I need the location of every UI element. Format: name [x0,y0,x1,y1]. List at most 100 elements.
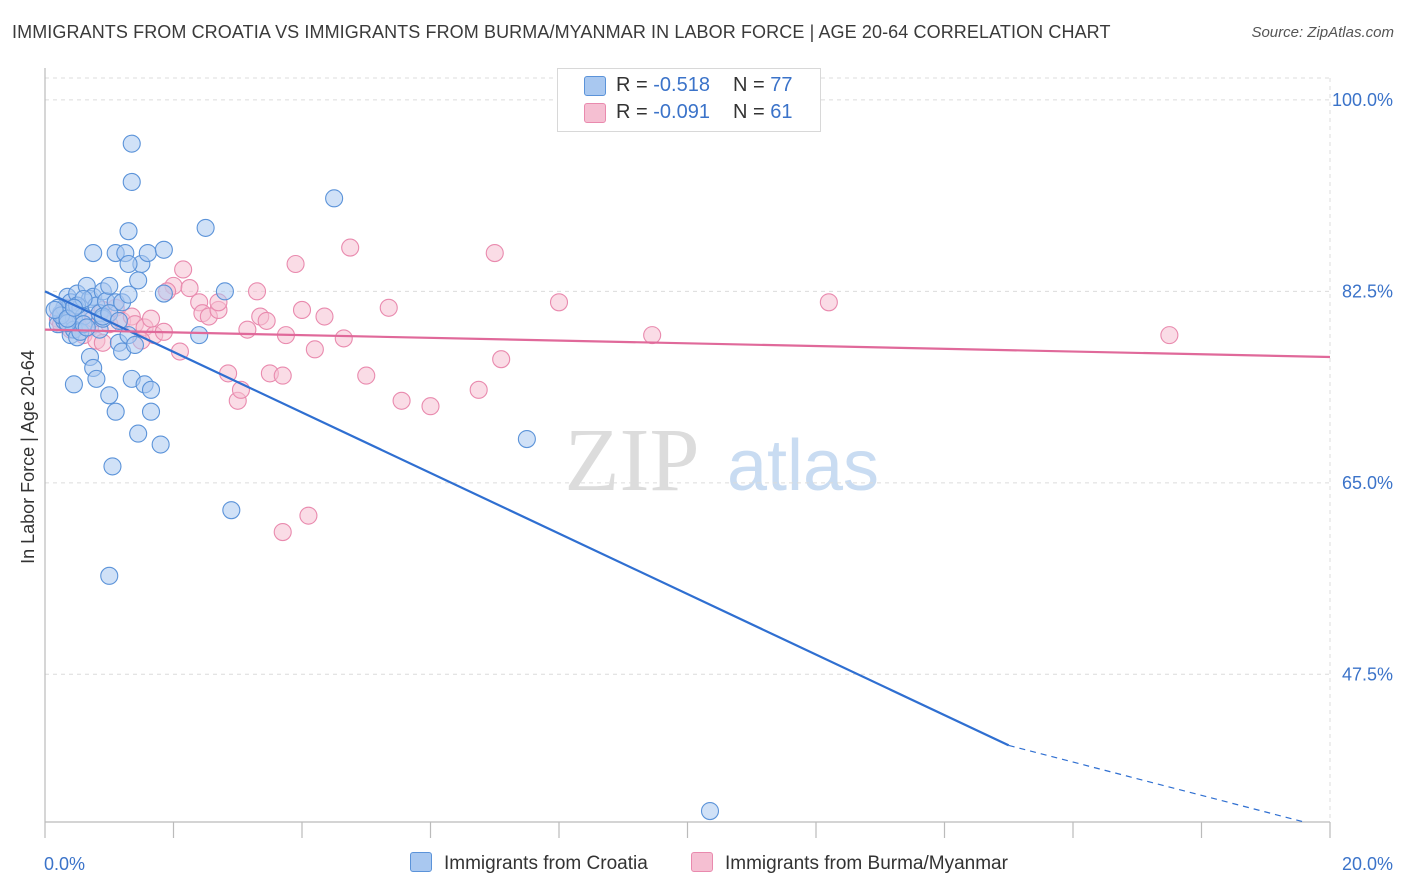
croatia-point [122,172,141,191]
n-stat: N = 61 [733,101,793,124]
data-points [45,134,1179,821]
watermark: ZIP atlas [565,411,880,510]
burma-point [492,350,511,369]
x-tick-label-start: 0.0% [44,854,85,874]
croatia-point [154,240,173,259]
burma-point [305,340,324,359]
croatia-point [125,335,144,355]
croatia-trend-extension [1008,744,1305,823]
croatia-point [190,326,209,345]
n-stat: N = 77 [733,74,793,97]
burma-point [273,366,292,385]
r-stat: R = -0.091 [616,101,710,124]
burma-point [315,307,334,326]
croatia-point [700,802,720,821]
croatia-point [517,430,536,449]
burma-point [379,298,398,317]
croatia-trend-line [44,290,1010,747]
series-legend: Immigrants from Croatia Immigrants from … [0,852,1406,878]
croatia-point [141,380,161,399]
croatia-point [129,424,148,443]
burma-point [357,366,376,385]
croatia-point [154,284,173,303]
legend-item-burma: Immigrants from Burma/Myanmar [691,852,1008,875]
croatia-point [325,189,344,208]
burma-swatch-icon [584,103,606,123]
croatia-point [100,276,119,295]
croatia-point [222,501,241,520]
burma-point [392,391,411,410]
burma-point [421,397,440,416]
burma-point [341,238,360,257]
croatia-point [45,300,64,320]
trend-lines [44,290,1331,823]
burma-point [549,293,569,312]
r-value: -0.091 [653,101,710,123]
n-label: N = [733,74,771,96]
burma-point [292,300,312,320]
croatia-point [119,254,138,274]
r-stat: R = -0.518 [616,74,710,97]
croatia-point [100,566,119,585]
croatia-point [100,386,119,405]
burma-point [819,293,838,312]
y-tick-label: 65.0% [1342,473,1393,493]
stats-row-croatia: R = -0.518 N = 77 [558,73,820,99]
source-label: Source: ZipAtlas.com [1251,24,1394,41]
watermark-atlas: atlas [727,426,879,506]
croatia-legend-icon [410,852,432,872]
y-axis-label: In Labor Force | Age 20-64 [18,350,38,564]
croatia-point [129,271,148,290]
y-tick-label: 47.5% [1342,664,1393,684]
croatia-point [64,375,83,394]
croatia-swatch-icon [584,76,606,96]
croatia-point [103,457,122,476]
burma-legend-icon [691,852,713,872]
legend-label-croatia: Immigrants from Croatia [444,853,648,874]
burma-point [299,506,318,525]
burma-point [180,279,199,298]
burma-point [141,309,161,328]
n-label: N = [733,101,771,123]
chart-title: IMMIGRANTS FROM CROATIA VS IMMIGRANTS FR… [12,22,1111,42]
stats-legend: R = -0.518 N = 77 R = -0.091 N = 61 [557,68,821,132]
y-tick-label: 82.5% [1342,281,1393,301]
r-label: R = [616,74,654,96]
croatia-point [215,282,234,301]
x-tick-label-end: 20.0% [1342,854,1393,874]
croatia-point [119,222,138,241]
croatia-point [141,402,161,421]
legend-label-burma: Immigrants from Burma/Myanmar [725,853,1008,874]
burma-point [286,254,305,274]
axes [44,68,1331,838]
croatia-point [106,402,125,421]
croatia-point [151,435,170,454]
burma-point [174,260,193,279]
burma-point [273,523,292,542]
burma-point [257,311,276,330]
croatia-point [84,244,103,263]
croatia-point [122,134,141,153]
n-value: 61 [770,101,793,123]
y-tick-label: 100.0% [1332,90,1393,110]
n-value: 77 [770,74,793,96]
burma-trend-line [44,328,1331,359]
burma-point [469,380,488,399]
stats-row-burma: R = -0.091 N = 61 [558,100,820,126]
croatia-point [196,218,215,237]
croatia-point [119,285,138,304]
burma-point [247,282,267,301]
tick-labels: 47.5% 65.0% 82.5% 100.0% 0.0% 20.0% [44,90,1393,874]
burma-point [1160,326,1179,345]
croatia-point [87,369,106,388]
burma-point [238,320,257,339]
burma-point [334,329,353,348]
croatia-point [138,244,157,263]
watermark-zip: ZIP [565,411,700,510]
croatia-point [77,318,96,337]
burma-point [485,244,504,263]
legend-item-croatia: Immigrants from Croatia [410,852,648,875]
burma-point [643,326,662,345]
r-value: -0.518 [653,74,710,96]
